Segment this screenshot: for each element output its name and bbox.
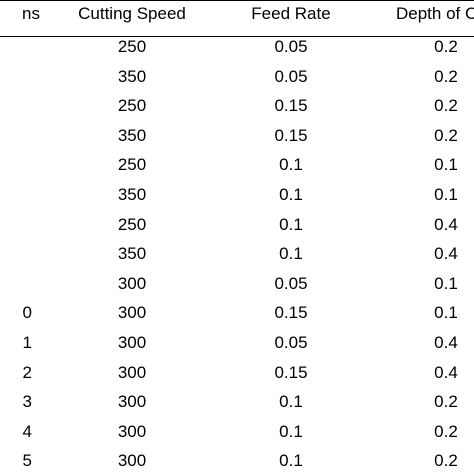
table-row: 0 300 0.15 0.1 [0, 297, 474, 328]
feed-rate-cell: 0.1 [279, 155, 303, 175]
cutting-speed-cell: 300 [117, 273, 147, 293]
run-cell: 3 [22, 392, 32, 412]
cutting-speed-cell: 300 [117, 362, 147, 382]
table-row: 5 300 0.1 0.2 [0, 445, 474, 474]
run-cell: 2 [22, 362, 32, 382]
cutting-speed-cell: 350 [117, 185, 147, 204]
table-row: 2 300 0.15 0.4 [0, 357, 474, 388]
feed-rate-cell: 0.1 [279, 392, 303, 412]
run-cell [0, 149, 32, 180]
feed-rate-cell: 0.15 [274, 125, 308, 145]
header-cutting-speed: Cutting Speed [78, 4, 186, 23]
depth-of-cut-cell: 0.4 [434, 333, 458, 352]
cutting-speed-cell: 250 [117, 155, 147, 175]
depth-of-cut-cell: 0.4 [434, 244, 458, 264]
table-row: 350 0.05 0.2 [0, 61, 474, 92]
table-row: 250 0.15 0.2 [0, 90, 474, 121]
cutting-speed-cell: 300 [117, 421, 147, 441]
table-row: 250 0.05 0.2 [0, 31, 474, 62]
depth-of-cut-cell: 0.2 [434, 66, 458, 86]
cutting-speed-cell: 300 [117, 303, 147, 323]
depth-of-cut-cell: 0.1 [434, 273, 458, 293]
cutting-speed-cell: 250 [117, 37, 147, 56]
depth-of-cut-cell: 0.2 [434, 421, 458, 441]
run-cell: 5 [22, 451, 32, 471]
feed-rate-cell: 0.05 [274, 66, 308, 86]
table-row: 350 0.15 0.2 [0, 120, 474, 151]
cutting-speed-cell: 350 [117, 125, 147, 145]
table-row: 3 300 0.1 0.2 [0, 386, 474, 417]
depth-of-cut-cell: 0.2 [434, 96, 458, 116]
run-cell: 0 [22, 303, 32, 323]
table-row: 350 0.1 0.1 [0, 179, 474, 210]
run-cell [0, 120, 32, 151]
cutting-speed-cell: 250 [117, 214, 147, 234]
depth-of-cut-cell: 0.2 [434, 451, 458, 471]
feed-rate-cell: 0.15 [274, 96, 308, 116]
run-cell [0, 179, 32, 210]
depth-of-cut-cell: 0.1 [434, 185, 458, 204]
depth-of-cut-cell: 0.2 [434, 125, 458, 145]
table-row: 4 300 0.1 0.2 [0, 416, 474, 447]
depth-of-cut-cell: 0.4 [434, 362, 458, 382]
depth-of-cut-cell: 0.2 [434, 37, 458, 56]
feed-rate-cell: 0.1 [279, 244, 303, 264]
table-row: 250 0.1 0.4 [0, 209, 474, 240]
table-row: 1 300 0.05 0.4 [0, 327, 474, 358]
run-cell [0, 61, 32, 92]
header-row: ns Cutting Speed Feed Rate Depth of C [0, 0, 474, 36]
depth-of-cut-cell: 0.2 [434, 392, 458, 412]
feed-rate-cell: 0.1 [279, 185, 303, 204]
table-row: 250 0.1 0.1 [0, 149, 474, 180]
feed-rate-cell: 0.1 [279, 451, 303, 471]
table-row: 350 0.1 0.4 [0, 238, 474, 269]
cutting-speed-cell: 350 [117, 244, 147, 264]
feed-rate-cell: 0.05 [274, 273, 308, 293]
table-top-rule [0, 0, 474, 1]
feed-rate-cell: 0.1 [279, 421, 303, 441]
run-cell [0, 209, 32, 240]
header-rule [0, 36, 474, 37]
run-cell [0, 90, 32, 121]
cutting-speed-cell: 300 [117, 392, 147, 412]
run-cell [0, 31, 32, 62]
run-cell [0, 268, 32, 299]
run-cell: 4 [22, 421, 32, 441]
depth-of-cut-cell: 0.4 [434, 214, 458, 234]
cutting-speed-cell: 350 [117, 66, 147, 86]
feed-rate-cell: 0.05 [274, 333, 308, 352]
header-depth-of-cut: Depth of C [396, 4, 474, 23]
feed-rate-cell: 0.15 [274, 303, 308, 323]
run-cell [0, 238, 32, 269]
cutting-speed-cell: 250 [117, 96, 147, 116]
cutting-speed-cell: 300 [117, 451, 147, 471]
header-feed-rate: Feed Rate [251, 4, 331, 23]
table-row: 300 0.05 0.1 [0, 268, 474, 299]
cutting-speed-cell: 300 [117, 333, 147, 352]
header-runs: ns [22, 4, 40, 23]
feed-rate-cell: 0.1 [279, 214, 303, 234]
run-cell: 1 [22, 333, 32, 352]
feed-rate-cell: 0.15 [274, 362, 308, 382]
depth-of-cut-cell: 0.1 [434, 303, 458, 323]
feed-rate-cell: 0.05 [274, 37, 308, 56]
depth-of-cut-cell: 0.1 [434, 155, 458, 175]
